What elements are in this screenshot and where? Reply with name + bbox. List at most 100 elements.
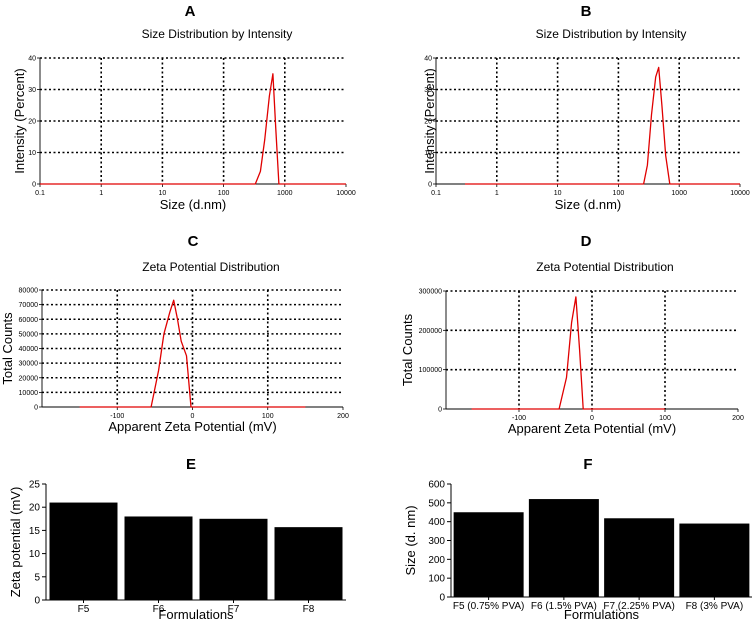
panel-d-zeta-potential-chart: D Zeta Potential Distribution 0 100000 20000… <box>400 233 744 436</box>
y-axis-label: Total Counts <box>400 313 415 386</box>
bar-f5 <box>453 512 524 597</box>
x-tick-label: F8 <box>303 604 315 615</box>
x-axis-label: Formulations <box>564 607 640 622</box>
y-tick-label: 600 <box>428 480 445 491</box>
y-tick-label: 10 <box>424 150 432 157</box>
x-tick-label: 10 <box>554 190 562 197</box>
x-axis-label: Size (d.nm) <box>555 197 621 212</box>
x-tick-label: 100 <box>613 190 625 197</box>
x-tick-label: -100 <box>512 415 526 422</box>
x-tick-label: 0.1 <box>35 190 45 197</box>
y-axis-label: Total Counts <box>0 312 15 385</box>
x-tick-label: F6 <box>153 604 165 615</box>
y-tick-label: 5 <box>34 572 40 583</box>
y-tick-label: 20 <box>29 503 41 514</box>
x-tick-label: 10000 <box>336 190 356 197</box>
x-tick-label: 10 <box>159 190 167 197</box>
panel-letter-a: A <box>185 3 196 20</box>
bar-f8 <box>274 527 343 600</box>
chart-title-c: Zeta Potential Distribution <box>142 260 279 274</box>
y-tick-label: 70000 <box>19 302 39 309</box>
x-tick-label: 0 <box>590 415 594 422</box>
y-tick-label: 15 <box>29 526 41 537</box>
y-tick-label: 0 <box>32 182 36 189</box>
bar-f6 <box>124 516 193 600</box>
panel-letter-e: E <box>186 456 196 473</box>
x-axis-label: Formulations <box>158 607 234 622</box>
y-tick-label: 10 <box>28 150 36 157</box>
y-tick-label: 300 <box>428 536 445 547</box>
y-tick-label: 0 <box>438 407 442 414</box>
y-tick-label: 300000 <box>419 289 442 296</box>
y-tick-label: 400 <box>428 517 445 528</box>
y-tick-label: 0 <box>34 596 40 607</box>
y-tick-label: 10000 <box>19 390 39 397</box>
x-tick-label: 1000 <box>671 190 687 197</box>
panel-a-size-intensity-chart: A Size Distribution by Intensity 0 10 20 30 40… <box>12 3 356 212</box>
chart-title-a: Size Distribution by Intensity <box>142 27 293 41</box>
panel-e-zeta-bar-chart: E 0 5 10 15 20 25 F5 F6 F7 F8 Formulations Zeta pote… <box>8 456 346 622</box>
x-tick-label: F7 <box>228 604 240 615</box>
panel-letter-f: F <box>583 456 592 473</box>
x-tick-label: 1000 <box>277 190 293 197</box>
panel-f-size-bar-chart: F 0 100 200 300 400 500 600 F5 (0.75% PVA) F6 (1.… <box>403 456 752 622</box>
y-tick-label: 80000 <box>19 288 39 295</box>
y-tick-label: 20 <box>424 119 432 126</box>
y-tick-label: 30 <box>28 87 36 94</box>
y-tick-label: 0 <box>428 182 432 189</box>
y-axis-label: Intensity (Percent) <box>12 68 27 174</box>
y-tick-label: 500 <box>428 498 445 509</box>
y-axis-label: Intensity (Percent) <box>422 68 437 174</box>
x-tick-label: 200 <box>732 415 744 422</box>
x-tick-label: F6 (1.5% PVA) <box>531 601 597 612</box>
y-tick-label: 30000 <box>19 361 39 368</box>
x-tick-label: 10000 <box>730 190 750 197</box>
x-tick-label: F5 <box>78 604 90 615</box>
x-tick-label: F8 (3% PVA) <box>686 601 744 612</box>
panel-c-zeta-potential-chart: C Zeta Potential Distribution 0 10000 20000 3… <box>0 233 349 434</box>
y-tick-label: 50000 <box>19 331 39 338</box>
x-tick-label: 0 <box>191 413 195 420</box>
x-tick-label: F7 (2.25% PVA) <box>603 601 675 612</box>
y-tick-label: 10 <box>29 549 41 560</box>
panel-letter-d: D <box>581 233 592 250</box>
panel-letter-c: C <box>188 233 199 250</box>
series-line-a <box>40 73 346 185</box>
x-axis-label: Apparent Zeta Potential (mV) <box>108 419 276 434</box>
x-tick-label: F5 (0.75% PVA) <box>453 601 525 612</box>
series-line-b <box>465 66 740 185</box>
y-axis-label: Size (d. nm) <box>403 505 418 575</box>
y-tick-label: 40 <box>424 56 432 63</box>
panel-b-size-intensity-chart: B Size Distribution by Intensity 0 10 20 30 40… <box>422 3 750 212</box>
chart-title-b: Size Distribution by Intensity <box>536 27 687 41</box>
y-tick-label: 40000 <box>19 346 39 353</box>
chart-title-d: Zeta Potential Distribution <box>536 260 673 274</box>
bar-f5 <box>49 502 118 600</box>
bar-f7 <box>604 518 675 597</box>
x-tick-label: 0.1 <box>431 190 441 197</box>
x-tick-label: 1 <box>495 190 499 197</box>
bar-f6 <box>528 499 599 597</box>
y-tick-label: 0 <box>439 593 445 604</box>
x-tick-label: 100 <box>659 415 671 422</box>
x-tick-label: 100 <box>262 413 274 420</box>
x-axis-label: Apparent Zeta Potential (mV) <box>508 421 676 436</box>
y-tick-label: 30 <box>424 87 432 94</box>
y-tick-label: 100 <box>428 574 445 585</box>
y-tick-label: 200 <box>428 555 445 566</box>
y-tick-label: 60000 <box>19 317 39 324</box>
x-tick-label: 1 <box>99 190 103 197</box>
y-tick-label: 20000 <box>19 375 39 382</box>
panel-letter-b: B <box>581 3 592 20</box>
x-tick-label: 200 <box>337 413 349 420</box>
x-axis-label: Size (d.nm) <box>160 197 226 212</box>
bar-f8 <box>679 523 750 597</box>
series-line-d <box>471 296 665 410</box>
y-axis-label: Zeta potential (mV) <box>8 487 23 598</box>
y-tick-label: 40 <box>28 56 36 63</box>
y-tick-label: 20 <box>28 119 36 126</box>
y-tick-label: 100000 <box>419 367 442 374</box>
y-tick-label: 200000 <box>419 328 442 335</box>
x-tick-label: -100 <box>110 413 124 420</box>
